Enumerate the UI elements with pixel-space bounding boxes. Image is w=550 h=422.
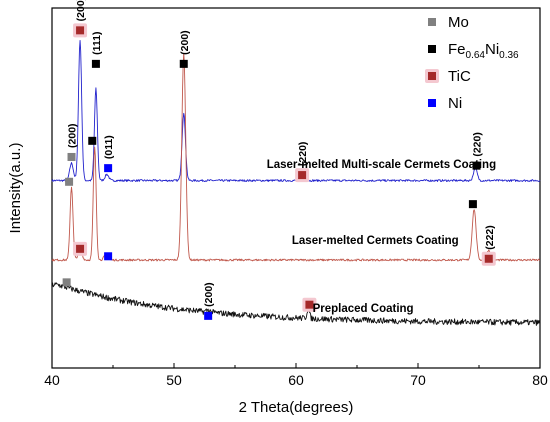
peak-marker	[88, 136, 97, 145]
curve-label: Laser-melted Cermets Coating	[292, 235, 459, 247]
peak-marker	[179, 59, 188, 68]
peak-label: (220)	[472, 132, 484, 157]
peak-labels: (200) (111) (200) (200) (011) (220) (220) (222)…	[67, 0, 496, 307]
legend-marker	[428, 99, 436, 107]
peak-label: (220)	[297, 142, 309, 167]
peak-label: (200)	[67, 123, 79, 148]
peak-label: (200)	[179, 30, 191, 55]
legend-marker	[428, 18, 436, 26]
peak-label: (200)	[203, 282, 215, 307]
x-tick-label: 70	[410, 372, 426, 388]
x-tick-label: 60	[288, 372, 304, 388]
peak-marker	[104, 252, 113, 261]
peak-label: (011)	[103, 135, 115, 159]
x-axis-title: 2 Theta(degrees)	[239, 399, 354, 416]
peak-marker	[305, 300, 314, 309]
peak-marker	[204, 311, 213, 320]
peak-marker	[67, 152, 76, 161]
y-axis-title: Intensity(a.u.)	[7, 143, 24, 234]
peak-label: (111)	[91, 32, 103, 55]
curve-label: Laser-melted Multi-scale Cermets Coating	[267, 159, 496, 171]
legend-label: TiC	[448, 68, 471, 85]
x-tick-label: 50	[166, 372, 182, 388]
curve-labels: Laser-melted Multi-scale Cermets Coating…	[267, 159, 496, 315]
series-line-3	[51, 282, 541, 326]
peak-marker	[484, 254, 493, 263]
peak-marker	[91, 59, 100, 68]
peak-marker	[76, 26, 85, 35]
legend-label: Fe0.64Ni0.36	[448, 41, 519, 61]
peak-markers	[62, 23, 496, 320]
peak-marker	[468, 200, 477, 209]
x-tick-label: 40	[44, 372, 60, 388]
x-tick-label: 80	[532, 372, 548, 388]
series-line-2	[51, 53, 540, 262]
legend-label: Ni	[448, 95, 462, 112]
legend: Mo Fe0.64Ni0.36 TiC Ni	[425, 14, 519, 112]
peak-marker	[62, 278, 71, 287]
curve-label: Preplaced Coating	[313, 303, 414, 315]
peak-label: (222)	[484, 225, 496, 250]
peak-marker	[298, 171, 307, 180]
peak-label: (200)	[75, 0, 87, 21]
x-axis-ticks: 40 50 60 70 80	[44, 363, 548, 388]
legend-marker	[428, 45, 436, 53]
peak-marker	[76, 244, 85, 253]
peak-marker	[472, 161, 481, 170]
peak-marker	[65, 177, 74, 186]
legend-label: Mo	[448, 14, 469, 31]
legend-marker	[428, 72, 436, 80]
peak-marker	[104, 164, 113, 173]
plot-frame	[51, 7, 541, 369]
